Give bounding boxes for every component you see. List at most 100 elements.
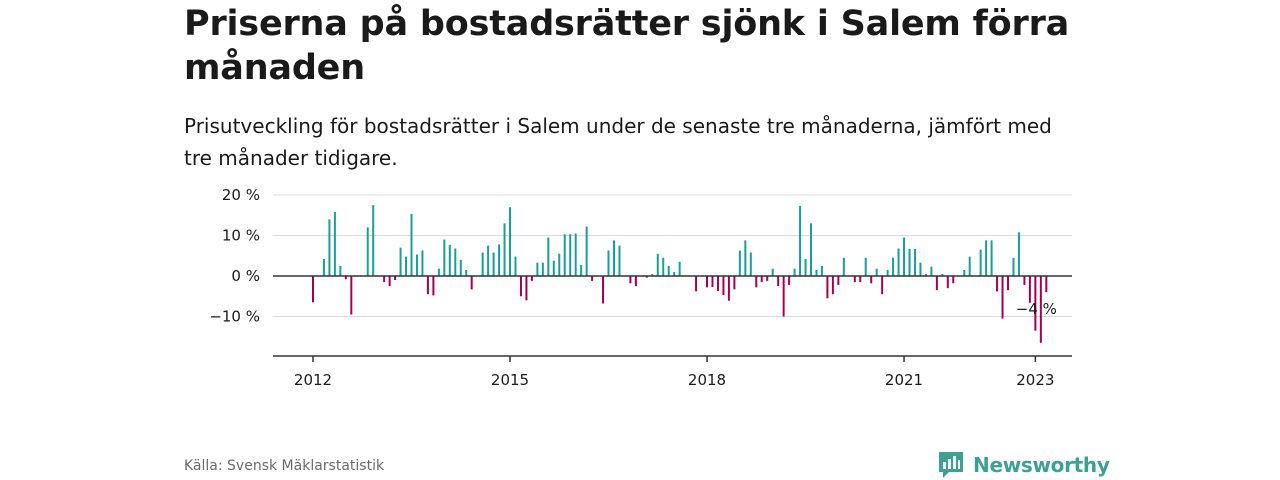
bar: [591, 276, 594, 281]
bar: [481, 252, 484, 276]
bar: [908, 248, 911, 276]
bar: [454, 248, 457, 276]
bar: [673, 271, 676, 276]
bar: [426, 276, 429, 295]
bar: [602, 276, 605, 304]
bar: [470, 276, 473, 290]
bar: [782, 276, 785, 317]
bar: [552, 260, 555, 276]
bar: [771, 268, 774, 276]
bar: [437, 268, 440, 276]
x-tick-label: 2023: [1016, 371, 1054, 389]
y-tick-label: 0 %: [231, 267, 260, 285]
bar: [399, 247, 402, 276]
bar: [525, 276, 528, 301]
bar: [1001, 276, 1004, 319]
bar: [722, 276, 725, 296]
bar: [580, 265, 583, 276]
bar: [810, 223, 812, 276]
bar: [541, 262, 544, 276]
bar: [924, 273, 927, 276]
brand-name: Newsworthy: [973, 453, 1110, 477]
bar: [312, 276, 314, 303]
bar: [892, 257, 895, 276]
bar: [443, 239, 446, 276]
bar: [656, 253, 659, 276]
bar: [820, 265, 823, 277]
tick-labels: 20 % 10 % 0 % −10 % 2012 2015 2018 2021 2023 −4 %: [209, 186, 1057, 389]
bar: [777, 276, 780, 287]
bar: [1039, 276, 1042, 343]
bar: [793, 268, 796, 276]
bar: [563, 234, 566, 276]
bar: [1034, 276, 1037, 331]
newsworthy-logo-icon: [939, 452, 963, 478]
bar: [886, 269, 889, 276]
bar: [716, 276, 719, 291]
bar: [755, 276, 758, 288]
bar: [558, 253, 561, 276]
bar: [372, 205, 375, 277]
bar: [870, 276, 873, 284]
bar: [410, 214, 413, 276]
bar: [826, 276, 829, 299]
bar: [678, 261, 681, 276]
bar: [530, 276, 533, 281]
brand-logo[interactable]: Newsworthy: [937, 450, 1110, 480]
bar: [968, 256, 971, 276]
chart-subtitle: Prisutveckling för bostadsrätter i Salem…: [184, 114, 1052, 170]
bar: [585, 226, 588, 276]
bar: [897, 248, 900, 276]
bar: [815, 269, 818, 276]
bar: [1023, 276, 1026, 285]
bar-chart: 20 % 10 % 0 % −10 % 2012 2015 2018 2021 2023 −4 %: [209, 186, 1072, 389]
bar: [667, 265, 670, 277]
bar: [350, 276, 353, 315]
bars: [312, 205, 1048, 343]
bar: [853, 276, 856, 283]
bar: [1017, 232, 1020, 276]
bar: [919, 262, 922, 276]
bar: [727, 276, 730, 301]
bar: [979, 249, 982, 276]
bar: [465, 269, 468, 276]
gridlines: [273, 194, 1072, 317]
bar: [804, 258, 807, 276]
y-tick-label: 10 %: [222, 227, 260, 245]
bar: [990, 240, 993, 276]
source-note: Källa: Svensk Mäklarstatistik: [184, 458, 385, 474]
bar: [421, 250, 424, 276]
bar: [711, 276, 714, 287]
x-tick-label: 2018: [688, 371, 726, 389]
bar: [831, 276, 834, 295]
axes: [273, 275, 1072, 362]
bar: [842, 257, 845, 276]
bar: [913, 248, 916, 276]
bar: [766, 276, 769, 281]
x-tick-label: 2021: [885, 371, 923, 389]
bar: [487, 245, 490, 277]
bar: [607, 250, 610, 276]
bar: [333, 212, 336, 276]
bar: [509, 207, 512, 276]
bar: [1007, 276, 1010, 291]
bar: [788, 276, 791, 285]
bar: [448, 244, 451, 276]
bar: [875, 268, 878, 276]
bar: [547, 237, 550, 276]
bar: [383, 276, 386, 283]
bar: [935, 276, 938, 291]
bar: [629, 276, 632, 284]
bar: [574, 233, 577, 276]
bar: [415, 254, 418, 276]
bar: [738, 250, 741, 276]
bar: [339, 265, 342, 277]
bar: [859, 276, 862, 283]
bar: [733, 276, 736, 290]
bar: [760, 276, 763, 283]
bar: [618, 245, 621, 277]
bar: [903, 237, 906, 276]
bar: [1012, 257, 1015, 276]
bar: [952, 276, 955, 284]
bar: [881, 276, 884, 295]
